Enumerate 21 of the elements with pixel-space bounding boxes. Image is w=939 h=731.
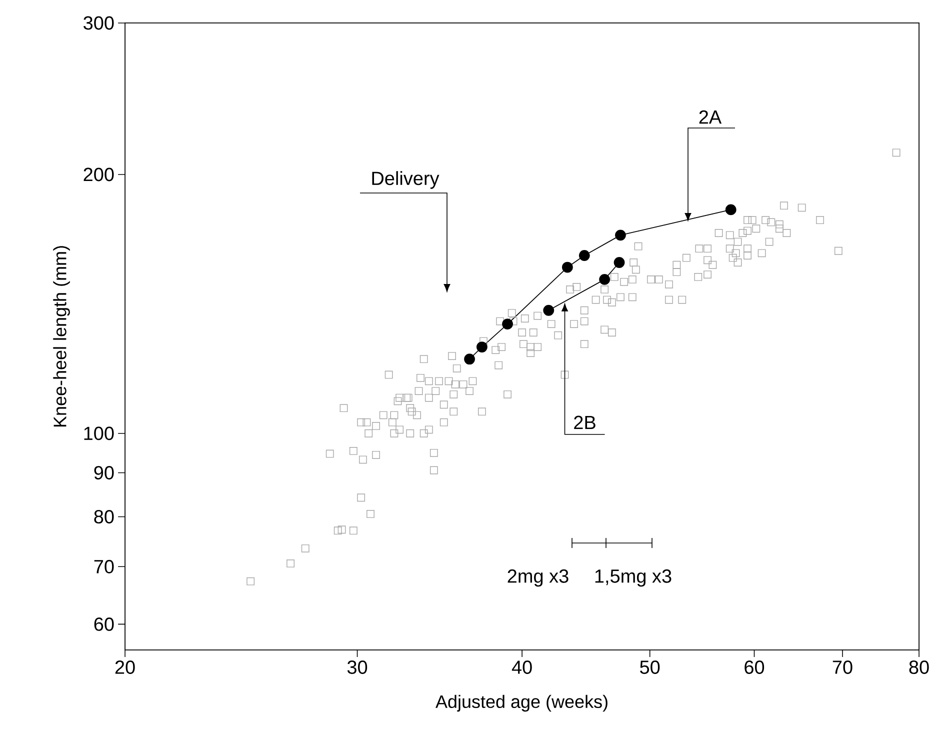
y-tick-label: 60 xyxy=(94,617,114,631)
x-tick-label: 60 xyxy=(744,660,764,674)
annotation: 1,5mg x3 xyxy=(595,569,672,587)
x-tick-label: 50 xyxy=(640,660,660,674)
annotation: Delivery xyxy=(372,171,440,189)
x-tick-label: 80 xyxy=(909,660,929,674)
annotation: 2mg x3 xyxy=(508,569,568,587)
y-tick-label: 70 xyxy=(94,560,114,574)
annotation: 2A xyxy=(699,110,722,124)
y-tick-label: 200 xyxy=(84,168,114,182)
x-tick-label: 40 xyxy=(512,660,532,674)
x-tick-label: 70 xyxy=(832,660,852,674)
y-axis-title: Knee-heel length (mm) xyxy=(53,246,70,427)
annotation: 2B xyxy=(574,416,596,430)
x-tick-label: 30 xyxy=(347,660,368,674)
x-tick-label: 20 xyxy=(115,660,135,674)
x-axis-title: Adjusted age (weeks) xyxy=(436,694,608,712)
y-tick-label: 100 xyxy=(84,426,114,440)
y-tick-label: 80 xyxy=(94,510,114,524)
y-tick-label: 300 xyxy=(84,16,114,30)
y-tick-label: 90 xyxy=(94,466,114,480)
